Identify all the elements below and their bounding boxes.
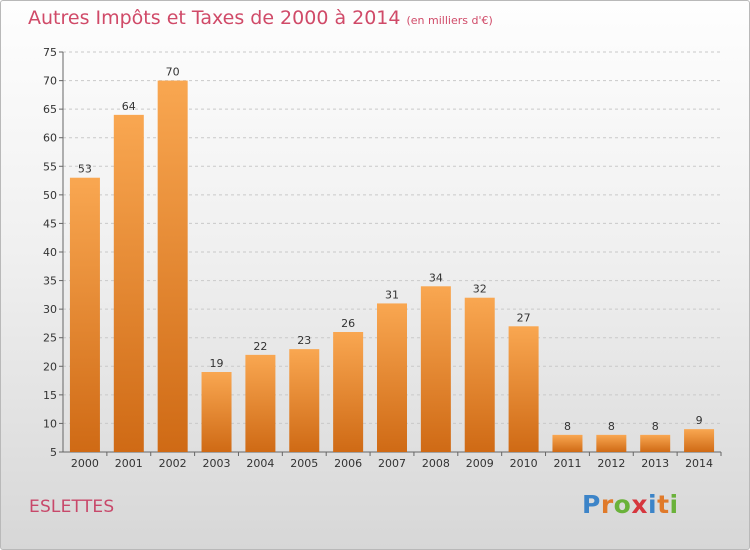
- bar-value-label: 31: [385, 288, 399, 301]
- bar-value-label: 70: [166, 66, 180, 79]
- y-tick-label: 25: [43, 332, 57, 345]
- x-tick-label: 2000: [71, 457, 99, 470]
- y-tick-label: 65: [43, 103, 57, 116]
- y-tick-label: 70: [43, 75, 57, 88]
- y-tick-label: 35: [43, 275, 57, 288]
- proxiti-logo: Proxiti: [582, 490, 679, 519]
- bar: [596, 434, 627, 452]
- bar-value-label: 23: [297, 334, 311, 347]
- y-tick-label: 75: [43, 46, 57, 59]
- bar-value-label: 9: [696, 414, 703, 427]
- x-tick-label: 2003: [203, 457, 231, 470]
- bar: [684, 429, 715, 452]
- y-tick-label: 55: [43, 160, 57, 173]
- x-tick-label: 2011: [553, 457, 581, 470]
- y-tick-label: 40: [43, 246, 57, 259]
- bar: [289, 349, 320, 452]
- bar: [377, 303, 407, 452]
- y-tick-label: 5: [50, 446, 57, 459]
- bar-value-label: 8: [564, 420, 571, 433]
- commune-name: ESLETTES: [29, 497, 115, 517]
- bar: [464, 297, 495, 452]
- bar-value-label: 19: [210, 357, 224, 370]
- bar: [640, 434, 671, 452]
- x-tick-label: 2002: [159, 457, 187, 470]
- bar: [245, 354, 276, 452]
- y-tick-label: 60: [43, 132, 57, 145]
- bar: [201, 372, 232, 452]
- chart-title-text: Autres Impôts et Taxes de 2000 à 2014: [28, 7, 401, 29]
- bar-value-label: 26: [341, 317, 355, 330]
- bar: [69, 177, 100, 452]
- x-tick-label: 2013: [641, 457, 669, 470]
- bar-value-label: 22: [253, 340, 267, 353]
- x-tick-label: 2012: [597, 457, 625, 470]
- y-tick-label: 30: [43, 303, 57, 316]
- bar-value-label: 53: [78, 163, 92, 176]
- y-tick-label: 45: [43, 217, 57, 230]
- y-tick-label: 50: [43, 189, 57, 202]
- x-tick-label: 2010: [510, 457, 538, 470]
- chart-unit: (en milliers d'€): [406, 14, 493, 27]
- x-tick-label: 2009: [466, 457, 494, 470]
- y-tick-label: 20: [43, 360, 57, 373]
- x-tick-label: 2004: [246, 457, 274, 470]
- bar-value-label: 27: [517, 311, 531, 324]
- bar: [157, 80, 188, 453]
- x-tick-label: 2001: [115, 457, 143, 470]
- bar: [508, 326, 539, 452]
- bar: [420, 286, 451, 452]
- x-tick-label: 2007: [378, 457, 406, 470]
- bar-value-label: 8: [608, 420, 615, 433]
- x-tick-label: 2008: [422, 457, 450, 470]
- x-tick-label: 2006: [334, 457, 362, 470]
- bar-value-label: 8: [652, 420, 659, 433]
- bar-value-label: 34: [429, 271, 443, 284]
- bar-value-label: 32: [473, 283, 487, 296]
- y-tick-label: 10: [43, 417, 57, 430]
- x-tick-label: 2014: [685, 457, 713, 470]
- bar: [552, 434, 583, 452]
- y-tick-label: 15: [43, 389, 57, 402]
- chart-title: Autres Impôts et Taxes de 2000 à 2014 (en…: [28, 7, 493, 29]
- x-tick-label: 2005: [290, 457, 318, 470]
- bar: [333, 332, 364, 452]
- bar-value-label: 64: [122, 100, 136, 113]
- bar: [113, 114, 144, 452]
